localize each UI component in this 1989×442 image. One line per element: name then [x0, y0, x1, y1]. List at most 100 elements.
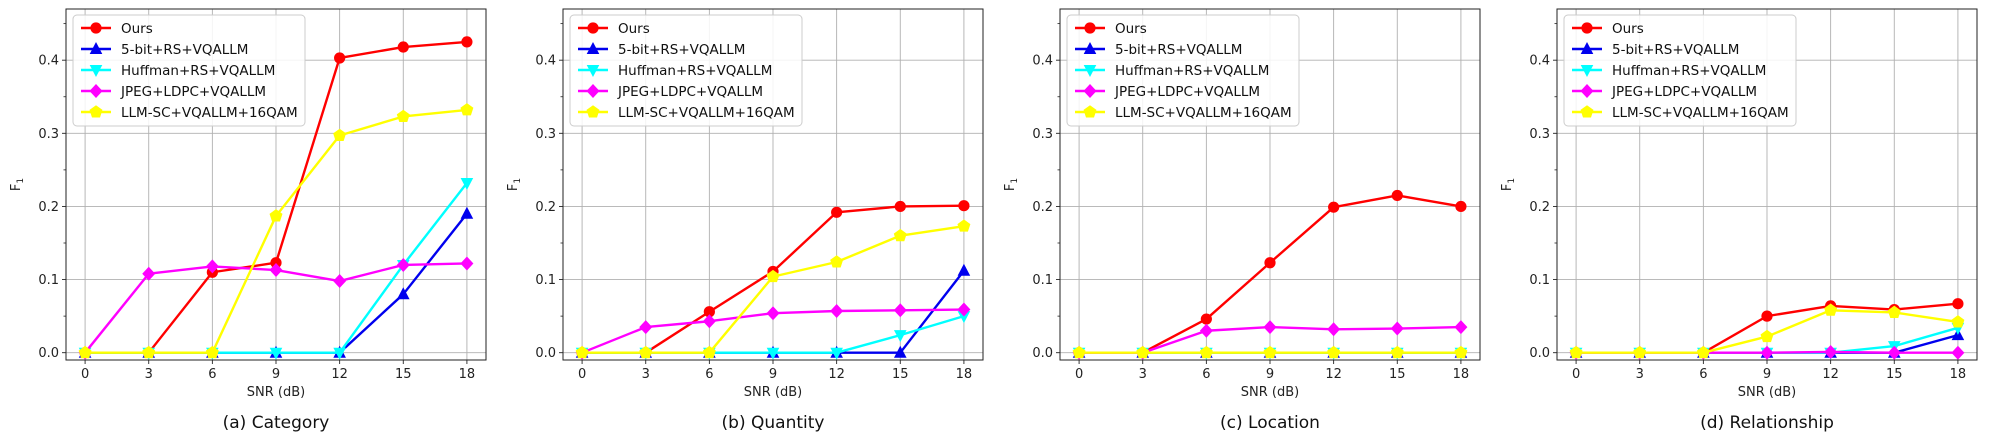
data-point [831, 206, 843, 218]
legend-marker [1580, 105, 1594, 118]
data-point [830, 304, 844, 319]
data-point [1952, 298, 1964, 310]
y-axis-label-subscript: 1 [1010, 178, 1020, 184]
data-point [1199, 323, 1213, 338]
x-tick-label: 0 [1075, 367, 1083, 382]
data-point [703, 306, 715, 318]
data-point [702, 345, 716, 359]
data-point [1887, 305, 1901, 318]
x-tick-label: 18 [459, 367, 476, 382]
data-point [893, 330, 907, 343]
data-point [1887, 345, 1901, 360]
x-tick-label: 12 [1325, 367, 1342, 382]
series-group [575, 200, 971, 360]
data-point [1569, 345, 1583, 359]
x-tick-label: 9 [1266, 367, 1274, 382]
legend-marker [586, 84, 600, 98]
x-tick-label: 12 [331, 367, 348, 382]
panel-caption: (a) Category [223, 413, 330, 433]
x-axis-label: SNR (dB) [744, 385, 802, 400]
legend-entry: Huffman+RS+VQALLM [121, 63, 275, 79]
x-tick-label: 9 [272, 367, 280, 382]
x-tick-label: 6 [705, 367, 713, 382]
legend-entry: JPEG+LDPC+VQALLM [617, 84, 763, 100]
legend-marker [1580, 65, 1594, 77]
data-point [461, 36, 473, 48]
data-point [766, 347, 780, 360]
data-point [270, 257, 282, 269]
data-point [639, 345, 653, 359]
legend-entry: Ours [121, 21, 153, 37]
legend-entry: JPEG+LDPC+VQALLM [1114, 84, 1260, 100]
legend-entry: JPEG+LDPC+VQALLM [1611, 84, 1757, 100]
legend-marker [586, 42, 600, 54]
legend-box [1563, 14, 1797, 127]
data-point [1263, 345, 1277, 359]
y-tick-label: 0.3 [535, 127, 556, 142]
x-tick-label: 3 [642, 367, 650, 382]
series-group [1569, 298, 1965, 360]
x-tick-label: 0 [578, 367, 586, 382]
chart-panel-1: 0 3 6 9 12 15 18 0.0 0.1 0.2 0.3 0.4 SNR (dB) F1 (a) C… [9, 8, 487, 433]
legend-entry: 5-bit+RS+VQALLM [618, 42, 745, 58]
data-point [1199, 345, 1213, 359]
legend-entry: LLM-SC+VQALLM+16QAM [1612, 105, 1789, 121]
y-axis-label: F1 [1003, 178, 1020, 191]
plot-frame [1556, 8, 1978, 361]
data-point [1951, 315, 1965, 328]
legend-marker [586, 105, 600, 118]
data-point [957, 302, 971, 317]
y-tick-label: 0.4 [1032, 54, 1053, 69]
y-tick-label: 0.2 [1032, 200, 1053, 215]
data-point [1824, 303, 1838, 316]
data-point [396, 287, 410, 300]
legend-entry: 5-bit+RS+VQALLM [121, 42, 248, 58]
legend-box [569, 14, 803, 127]
y-tick-label: 0.3 [1032, 127, 1053, 142]
data-point [460, 256, 474, 271]
data-point [1136, 345, 1150, 359]
x-tick-label: 9 [769, 367, 777, 382]
legend-entry: LLM-SC+VQALLM+16QAM [1115, 105, 1292, 121]
x-tick-label: 3 [1636, 367, 1644, 382]
data-point [1633, 345, 1647, 359]
chart-panel-2: 0 3 6 9 12 15 18 0.0 0.1 0.2 0.3 0.4 SNR (dB) F1 (b) Q… [506, 8, 984, 433]
y-tick-label: 0.3 [38, 127, 59, 142]
x-tick-label: 0 [81, 367, 89, 382]
x-tick-label: 18 [1453, 367, 1470, 382]
data-point [893, 345, 907, 358]
y-tick-label: 0.0 [38, 346, 59, 361]
y-tick-label: 0.0 [535, 346, 556, 361]
data-point [639, 320, 653, 335]
x-tick-label: 15 [892, 367, 909, 382]
data-point [269, 263, 283, 278]
plot-frame [562, 8, 984, 361]
panel-caption: (c) Location [1220, 413, 1320, 433]
data-point [333, 128, 347, 142]
y-tick-label: 0.4 [535, 54, 556, 69]
y-tick-label: 0.3 [1529, 127, 1550, 142]
x-tick-label: 15 [1389, 367, 1406, 382]
legend-marker [1580, 84, 1594, 98]
x-tick-label: 0 [1572, 367, 1580, 382]
legend-marker [587, 22, 599, 34]
x-tick-label: 12 [828, 367, 845, 382]
data-point [1263, 320, 1277, 335]
legend-marker [1581, 22, 1593, 34]
y-tick-label: 0.4 [38, 54, 59, 69]
data-point [1760, 345, 1774, 360]
legend-entry: 5-bit+RS+VQALLM [1612, 42, 1739, 58]
x-tick-label: 18 [1950, 367, 1967, 382]
y-tick-label: 0.0 [1529, 346, 1550, 361]
data-point [1390, 321, 1404, 336]
x-tick-label: 6 [1202, 367, 1210, 382]
data-point [205, 259, 219, 274]
data-point [142, 345, 156, 359]
chart-panel-4: 0 3 6 9 12 15 18 0.0 0.1 0.2 0.3 0.4 SNR (dB) F1 (d) R… [1500, 8, 1978, 433]
legend-entry: Ours [1115, 21, 1147, 37]
data-point [269, 347, 283, 360]
panel-caption: (b) Quantity [722, 413, 825, 433]
data-point [460, 206, 474, 219]
data-point [893, 303, 907, 318]
x-axis-label: SNR (dB) [1738, 385, 1796, 400]
